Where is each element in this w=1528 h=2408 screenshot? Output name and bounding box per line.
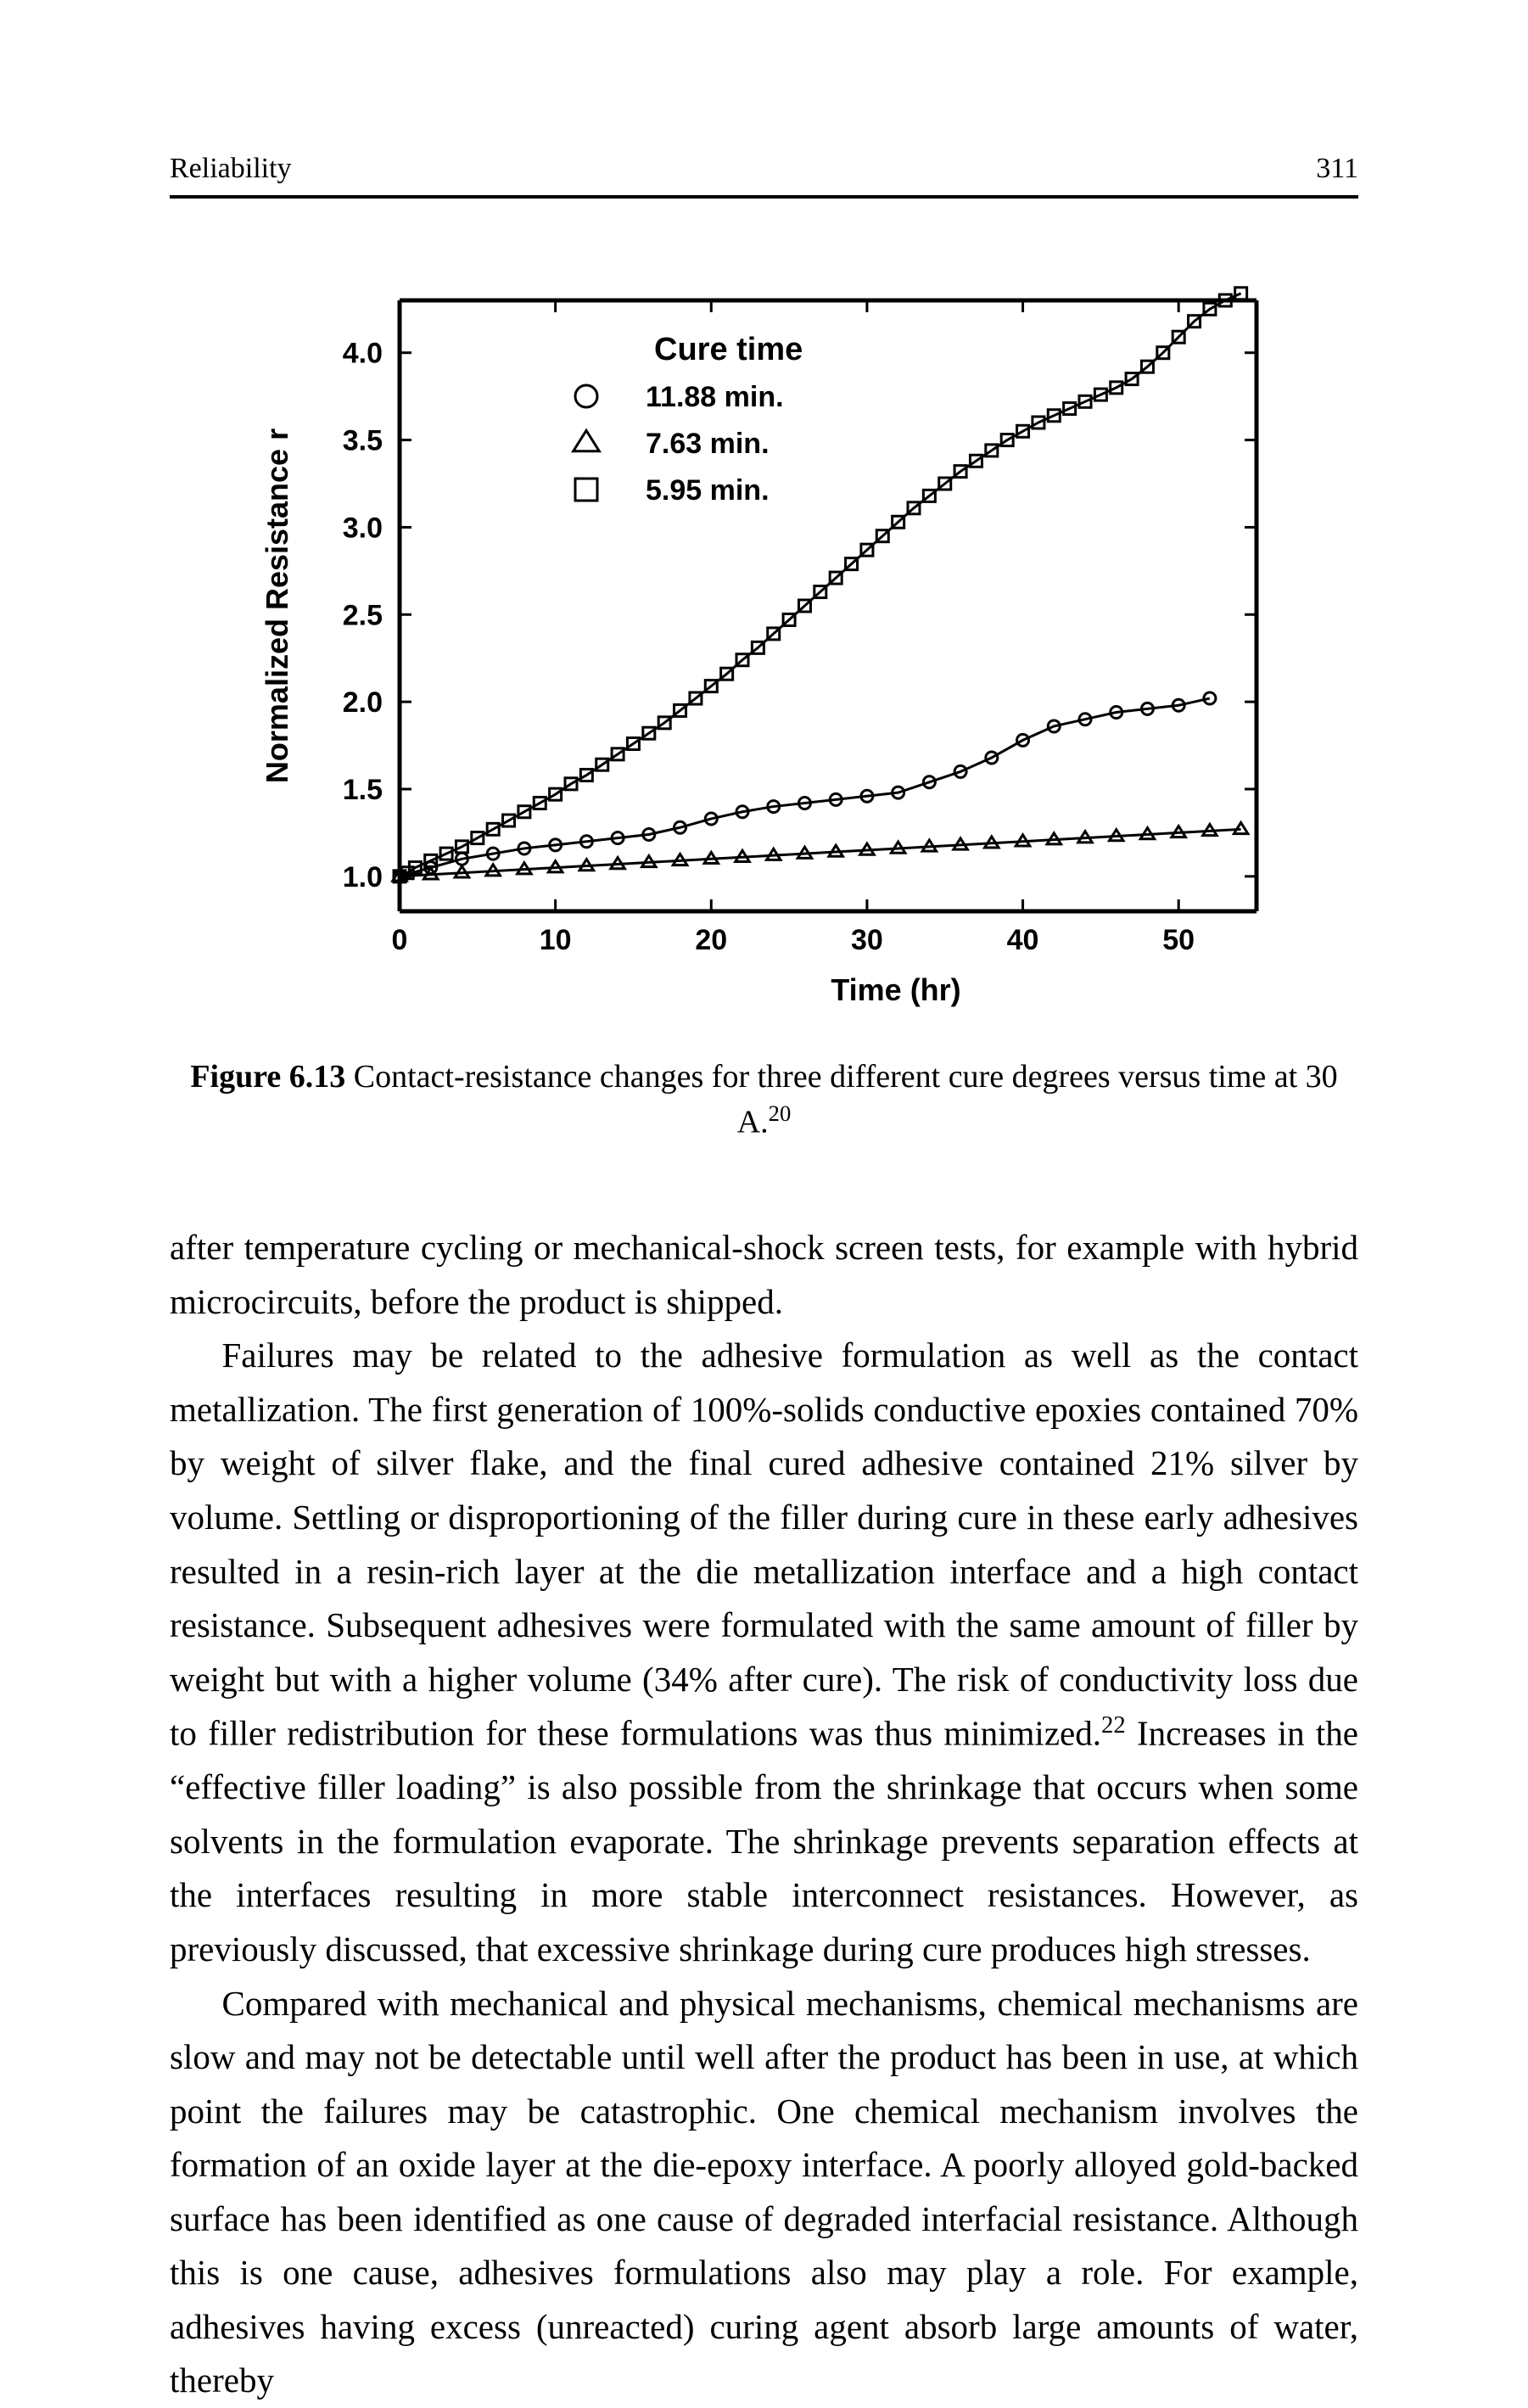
ref-22: 22 <box>1101 1711 1126 1739</box>
svg-text:30: 30 <box>850 924 882 956</box>
svg-text:4.0: 4.0 <box>342 338 382 370</box>
svg-text:Normalized Resistance r: Normalized Resistance r <box>260 428 294 783</box>
paragraph-1: after temperature cycling or mechanical-… <box>170 1221 1358 1329</box>
svg-text:10: 10 <box>539 924 571 956</box>
svg-text:3.0: 3.0 <box>342 512 382 544</box>
svg-text:1.0: 1.0 <box>342 861 382 893</box>
svg-text:20: 20 <box>695 924 727 956</box>
svg-text:11.88 min.: 11.88 min. <box>646 381 784 413</box>
header-left: Reliability <box>170 153 292 185</box>
svg-text:2.0: 2.0 <box>342 686 382 719</box>
svg-text:3.5: 3.5 <box>342 425 382 457</box>
caption-ref: 20 <box>769 1100 792 1126</box>
svg-text:Cure time: Cure time <box>654 332 803 367</box>
figure-6-13: 0 10 20 30 40 50 1.0 1.5 2.0 2.5 3.0 3.5 4.0 Time (hr… <box>170 249 1358 1030</box>
svg-text:2.5: 2.5 <box>342 599 382 631</box>
caption-text: Contact-resistance changes for three dif… <box>345 1059 1337 1140</box>
chart-svg: 0 10 20 30 40 50 1.0 1.5 2.0 2.5 3.0 3.5 4.0 Time (hr… <box>230 249 1299 1030</box>
running-head: Reliability 311 <box>170 153 1358 199</box>
page-number: 311 <box>1316 153 1358 185</box>
svg-text:40: 40 <box>1006 924 1038 956</box>
svg-text:5.95 min.: 5.95 min. <box>646 474 770 507</box>
svg-text:Time (hr): Time (hr) <box>831 972 960 1007</box>
paragraph-2: Failures may be related to the adhesive … <box>170 1329 1358 1976</box>
svg-text:50: 50 <box>1162 924 1195 956</box>
svg-text:7.63 min.: 7.63 min. <box>646 428 770 460</box>
figure-label: Figure 6.13 <box>190 1059 345 1095</box>
figure-caption: Figure 6.13 Contact-resistance changes f… <box>170 1056 1358 1145</box>
paragraph-3: Compared with mechanical and physical me… <box>170 1977 1358 2408</box>
body-text: after temperature cycling or mechanical-… <box>170 1221 1358 2408</box>
svg-text:1.5: 1.5 <box>342 774 382 806</box>
svg-text:0: 0 <box>391 924 407 956</box>
